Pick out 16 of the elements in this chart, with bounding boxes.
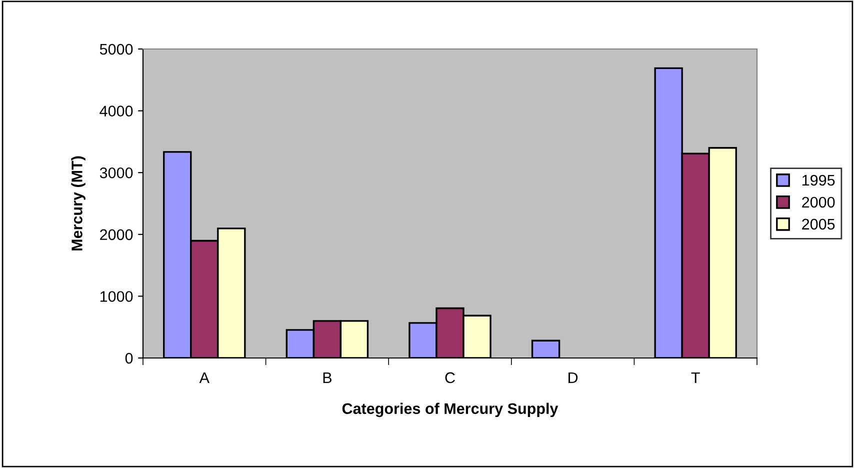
- x-tick-label: B: [323, 372, 332, 383]
- x-tick-label: T: [691, 372, 700, 383]
- y-tick-label: 0: [125, 352, 133, 364]
- x-tick-label: D: [568, 372, 578, 383]
- y-tick-label: 4000: [100, 106, 133, 116]
- x-axis-title: Categories of Mercury Supply: [342, 402, 558, 418]
- y-tick-label: 1000: [100, 291, 133, 302]
- x-tick-label: C: [445, 372, 455, 384]
- x-tick-label: A: [199, 372, 210, 383]
- y-axis-title: Mercury (MT): [71, 156, 86, 250]
- y-tick-label: 2000: [100, 229, 133, 240]
- y-tick-label: 5000: [100, 44, 133, 55]
- legend-label: 2000: [802, 196, 835, 208]
- y-tick-label: 3000: [100, 167, 133, 178]
- legend-label: 2005: [802, 218, 835, 230]
- legend-label: 1995: [802, 174, 835, 186]
